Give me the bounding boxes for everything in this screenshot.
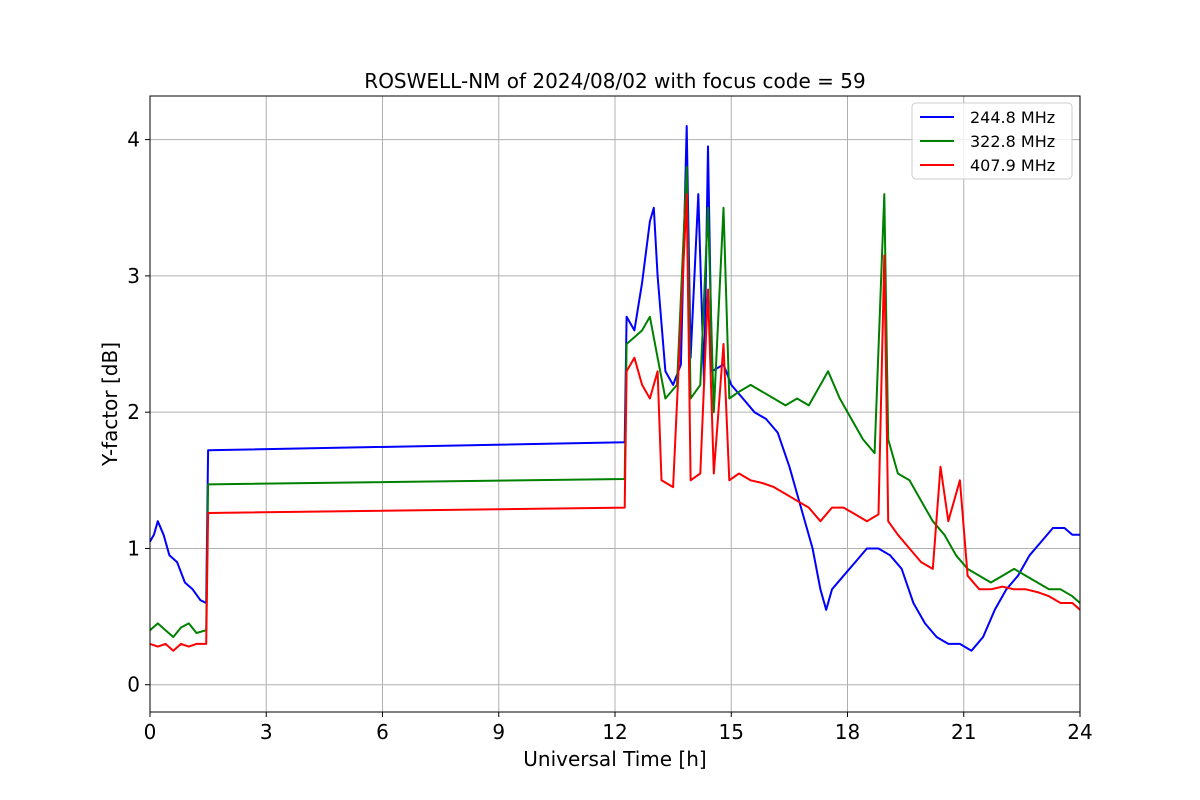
y-tick-label: 4 — [127, 128, 140, 152]
series-line-1 — [149, 125, 1080, 652]
y-axis-label: Y-factor [dB] — [98, 342, 122, 467]
legend-label: 407.9 MHz — [970, 156, 1055, 175]
x-tick-label: 3 — [260, 720, 273, 744]
chart-title: ROSWELL-NM of 2024/08/02 with focus code… — [364, 69, 865, 93]
legend: 244.8 MHz 322.8 MHz 407.9 MHz — [911, 102, 1073, 180]
legend-label: 322.8 MHz — [970, 132, 1055, 151]
x-tick-label: 0 — [144, 720, 157, 744]
y-tick-label: 2 — [127, 400, 140, 424]
plot-series — [149, 125, 1081, 652]
x-tick-label: 9 — [492, 720, 505, 744]
y-tick-label: 3 — [127, 264, 140, 288]
x-tick-label: 12 — [602, 720, 627, 744]
grid — [149, 96, 1081, 712]
x-tick-label: 21 — [951, 720, 976, 744]
series-line-3 — [149, 193, 1081, 652]
y-tick-label: 1 — [127, 536, 140, 560]
x-tick-label: 18 — [835, 720, 860, 744]
legend-box — [911, 102, 1073, 180]
x-tick-label: 15 — [719, 720, 744, 744]
x-tick-label: 6 — [376, 720, 389, 744]
legend-label: 244.8 MHz — [970, 108, 1055, 127]
x-axis-label: Universal Time [h] — [523, 747, 706, 771]
y-tick-label: 0 — [127, 673, 140, 697]
x-tick-label: 24 — [1067, 720, 1092, 744]
